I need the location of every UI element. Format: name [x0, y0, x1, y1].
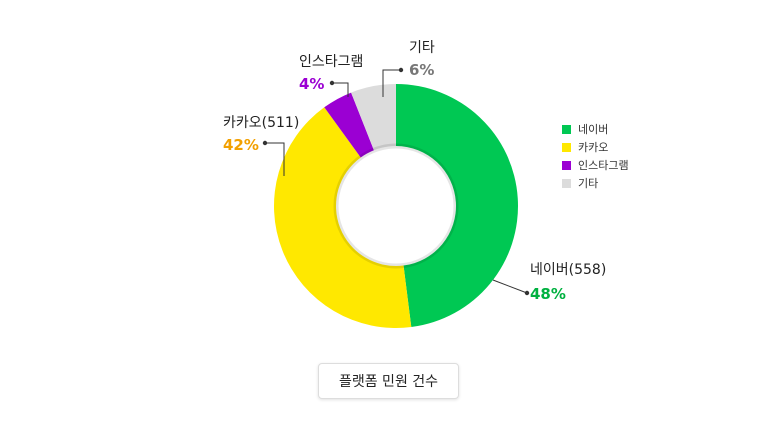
leader-dot-naver: [524, 290, 530, 296]
legend-item-instagram: 인스타그램: [562, 156, 629, 174]
label-percent-kakao: 42%: [223, 136, 259, 154]
donut-hole-shadow: [333, 143, 459, 269]
label-name-other: 기타: [409, 40, 435, 56]
legend-label-naver: 네이버: [578, 123, 609, 136]
legend-swatch-naver: [562, 124, 571, 134]
label-percent-other: 6%: [409, 61, 434, 79]
legend-label-other: 기타: [578, 177, 599, 190]
label-percent-instagram: 4%: [299, 75, 324, 93]
label-name-instagram: 인스타그램: [299, 54, 363, 70]
leader-line-instagram: [332, 82, 349, 97]
slice-instagram[interactable]: [324, 92, 374, 158]
label-name-naver: 네이버(558): [530, 262, 606, 278]
legend-item-naver: 네이버: [562, 120, 629, 138]
legend-label-kakao: 카카오: [578, 141, 609, 154]
legend-item-other: 기타: [562, 174, 629, 192]
leader-line-naver: [492, 279, 528, 294]
legend-item-kakao: 카카오: [562, 138, 629, 156]
legend-swatch-kakao: [562, 142, 571, 152]
legend-label-instagram: 인스타그램: [578, 159, 629, 172]
label-name-kakao: 카카오(511): [223, 115, 299, 131]
leader-dot-kakao: [262, 140, 268, 146]
legend-swatch-other: [562, 178, 571, 188]
chart-legend: 네이버 카카오 인스타그램 기타: [562, 120, 629, 192]
leader-line-kakao: [265, 142, 285, 176]
slice-other[interactable]: [351, 84, 396, 151]
slice-kakao[interactable]: [273, 107, 412, 328]
leader-dot-other: [398, 67, 404, 73]
leader-dot-instagram: [329, 80, 335, 86]
leader-line-other: [382, 69, 401, 97]
legend-swatch-instagram: [562, 160, 571, 170]
label-percent-naver: 48%: [530, 285, 566, 303]
chart-title-button[interactable]: 플랫폼 민원 건수: [318, 363, 459, 399]
slice-naver[interactable]: [396, 84, 519, 328]
